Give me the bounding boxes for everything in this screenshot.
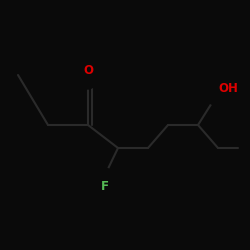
Text: F: F — [101, 180, 109, 193]
Text: O: O — [83, 64, 93, 77]
Text: OH: OH — [218, 82, 238, 95]
Circle shape — [81, 75, 95, 89]
Circle shape — [98, 168, 112, 182]
Circle shape — [208, 91, 222, 105]
